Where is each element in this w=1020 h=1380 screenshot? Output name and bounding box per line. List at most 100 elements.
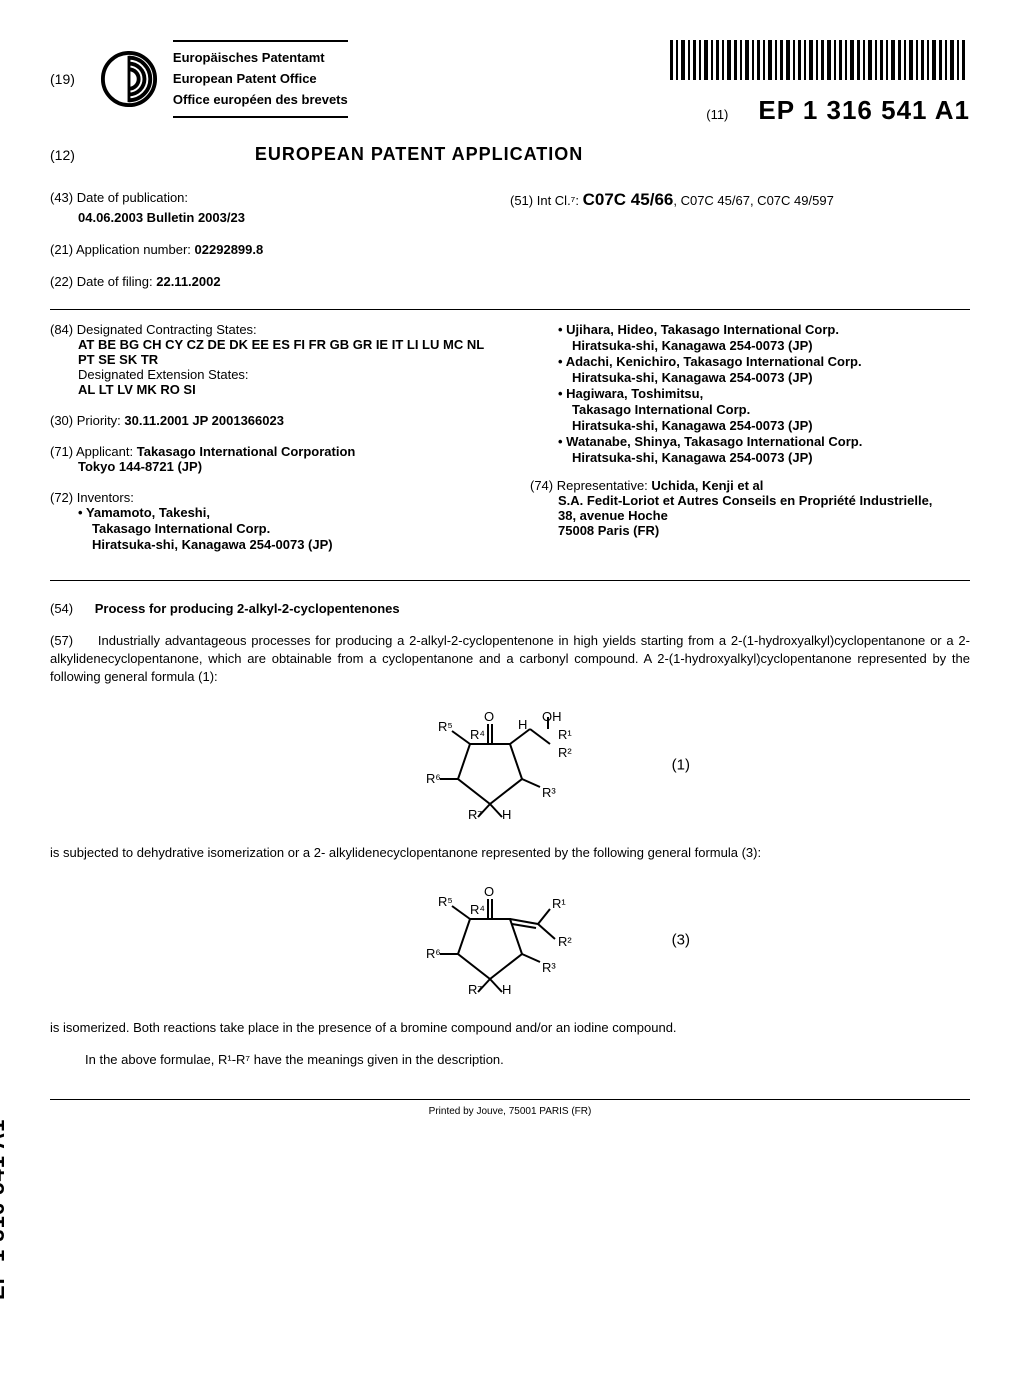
svg-text:R²: R²	[558, 934, 572, 949]
inventor-1-addr: Hiratsuka-shi, Kanagawa 254-0073 (JP)	[572, 338, 970, 353]
svg-text:R¹: R¹	[558, 727, 572, 742]
rep-org: S.A. Fedit-Loriot et Autres Conseils en …	[558, 493, 970, 508]
applicant-addr: Tokyo 144-8721 (JP)	[78, 459, 490, 474]
states-label: (84) Designated Contracting States:	[50, 322, 490, 337]
office-de: Europäisches Patentamt	[173, 48, 348, 69]
svg-text:R¹: R¹	[552, 896, 566, 911]
applicant-name: Takasago International Corporation	[137, 444, 356, 459]
svg-text:R⁴: R⁴	[470, 902, 485, 917]
svg-text:R⁶: R⁶	[426, 771, 441, 786]
field-57: (57)	[50, 633, 73, 648]
field-54: (54)	[50, 601, 73, 616]
app-num-value: 02292899.8	[195, 242, 264, 257]
svg-text:O: O	[484, 709, 494, 724]
svg-text:OH: OH	[542, 709, 562, 724]
svg-text:H: H	[502, 982, 511, 994]
rep-label: (74) Representative:	[530, 478, 648, 493]
meta-top-right: (51) Int Cl.⁷: C07C 45/66, C07C 45/67, C…	[510, 190, 970, 294]
ipc-label: (51) Int Cl.⁷:	[510, 193, 579, 208]
inventor-1-name: • Ujihara, Hideo, Takasago International…	[558, 322, 970, 337]
svg-text:R⁶: R⁶	[426, 946, 441, 961]
rep-addr2: 75008 Paris (FR)	[558, 523, 970, 538]
field-11: (11)	[706, 107, 728, 122]
inventor-3-name: • Hagiwara, Toshimitsu,	[558, 386, 970, 401]
svg-text:R³: R³	[542, 960, 556, 975]
svg-text:H: H	[518, 717, 527, 732]
priority-section: (30) Priority: 30.11.2001 JP 2001366023	[50, 413, 490, 428]
priority-value: 30.11.2001 JP 2001366023	[124, 413, 284, 428]
formula-3-block: O R¹ R² R³ H R⁷ R⁶ R⁵ R⁴ (3)	[50, 884, 970, 997]
rep-name: Uchida, Kenji et al	[651, 478, 763, 493]
states-value: AT BE BG CH CY CZ DE DK EE ES FI FR GB G…	[78, 337, 490, 367]
inventor-4-addr: Hiratsuka-shi, Kanagawa 254-0073 (JP)	[572, 450, 970, 465]
date-pub-label: (43) Date of publication:	[50, 190, 510, 205]
svg-text:R⁷: R⁷	[468, 807, 482, 819]
inventor-3-org: Takasago International Corp.	[572, 402, 970, 417]
footer-text: Printed by Jouve, 75001 PARIS (FR)	[429, 1106, 592, 1117]
filing-value: 22.11.2002	[156, 274, 220, 289]
filing-row: (22) Date of filing: 22.11.2002	[50, 274, 510, 289]
office-fr: Office européen des brevets	[173, 90, 348, 111]
svg-text:R⁵: R⁵	[438, 894, 453, 909]
inventors-section-left: (72) Inventors: • Yamamoto, Takeshi, Tak…	[50, 490, 490, 552]
field-19: (19)	[50, 71, 75, 87]
ipc-row: (51) Int Cl.⁷: C07C 45/66, C07C 45/67, C…	[510, 190, 970, 210]
rep-row: (74) Representative: Uchida, Kenji et al	[530, 478, 970, 493]
barcode	[670, 40, 970, 80]
epo-logo	[100, 50, 158, 108]
abstract-text-1: Industrially advantageous processes for …	[50, 633, 970, 684]
inventor-0-addr: Hiratsuka-shi, Kanagawa 254-0073 (JP)	[92, 537, 490, 552]
header-left: (19) Europäisches Patentamt European Pat…	[50, 40, 348, 118]
meta-top: (43) Date of publication: 04.06.2003 Bul…	[50, 190, 970, 294]
office-names: Europäisches Patentamt European Patent O…	[173, 40, 348, 118]
inventor-3-addr: Hiratsuka-shi, Kanagawa 254-0073 (JP)	[572, 418, 970, 433]
inventors-label: (72) Inventors:	[50, 490, 490, 505]
formula-3-num: (3)	[672, 932, 690, 949]
formula-3-structure: O R¹ R² R³ H R⁷ R⁶ R⁵ R⁴	[410, 884, 610, 994]
title-54: (54) Process for producing 2-alkyl-2-cyc…	[50, 601, 970, 616]
title-row: (12) EUROPEAN PATENT APPLICATION	[50, 144, 970, 165]
header-right: (11) EP 1 316 541 A1	[670, 40, 970, 126]
application-type: EUROPEAN PATENT APPLICATION	[255, 144, 583, 165]
inventor-0-org: Takasago International Corp.	[92, 521, 490, 536]
priority-label: (30) Priority:	[50, 413, 121, 428]
field-12: (12)	[50, 147, 75, 163]
pub-number-row: (11) EP 1 316 541 A1	[670, 95, 970, 126]
ext-value: AL LT LV MK RO SI	[78, 382, 490, 397]
biblio-left: (84) Designated Contracting States: AT B…	[50, 322, 510, 568]
date-pub-value: 04.06.2003 Bulletin 2003/23	[78, 210, 510, 225]
ipc-rest: , C07C 45/67, C07C 49/597	[673, 193, 833, 208]
rep-addr1: 38, avenue Hoche	[558, 508, 970, 523]
designated-states: (84) Designated Contracting States: AT B…	[50, 322, 490, 397]
inventor-2-addr: Hiratsuka-shi, Kanagawa 254-0073 (JP)	[572, 370, 970, 385]
app-num-row: (21) Application number: 02292899.8	[50, 242, 510, 257]
filing-label: (22) Date of filing:	[50, 274, 153, 289]
svg-text:R⁵: R⁵	[438, 719, 453, 734]
inventor-2-name: • Adachi, Kenichiro, Takasago Internatio…	[558, 354, 970, 369]
abstract-para-1: (57) Industrially advantageous processes…	[50, 632, 970, 687]
office-en: European Patent Office	[173, 69, 348, 90]
formula-1-block: O H OH R¹ R² R³ H R⁷ R⁶ R⁵ R⁴ (1)	[50, 709, 970, 822]
publication-number: EP 1 316 541 A1	[758, 95, 970, 126]
header-row: (19) Europäisches Patentamt European Pat…	[50, 40, 970, 126]
meta-top-left: (43) Date of publication: 04.06.2003 Bul…	[50, 190, 510, 294]
abstract-para-3: is isomerized. Both reactions take place…	[50, 1019, 970, 1037]
svg-text:H: H	[502, 807, 511, 819]
footer: Printed by Jouve, 75001 PARIS (FR)	[50, 1099, 970, 1117]
formula-1-num: (1)	[672, 757, 690, 774]
ipc-main: C07C 45/66	[583, 190, 674, 209]
svg-text:R²: R²	[558, 745, 572, 760]
inventor-4-name: • Watanabe, Shinya, Takasago Internation…	[558, 434, 970, 449]
sideways-publication-number: EP 1 316 541 A1	[0, 1119, 10, 1300]
biblio-right: • Ujihara, Hideo, Takasago International…	[510, 322, 970, 568]
svg-text:R³: R³	[542, 785, 556, 800]
svg-text:R⁷: R⁷	[468, 982, 482, 994]
applicant-label: (71) Applicant:	[50, 444, 133, 459]
inventor-0-name: • Yamamoto, Takeshi,	[78, 505, 490, 520]
app-num-label: (21) Application number:	[50, 242, 191, 257]
biblio-box: (84) Designated Contracting States: AT B…	[50, 309, 970, 581]
svg-text:R⁴: R⁴	[470, 727, 485, 742]
abstract-para-4: In the above formulae, R¹-R⁷ have the me…	[85, 1051, 970, 1069]
applicant-section: (71) Applicant: Takasago International C…	[50, 444, 490, 474]
invention-title: Process for producing 2-alkyl-2-cyclopen…	[95, 601, 400, 616]
